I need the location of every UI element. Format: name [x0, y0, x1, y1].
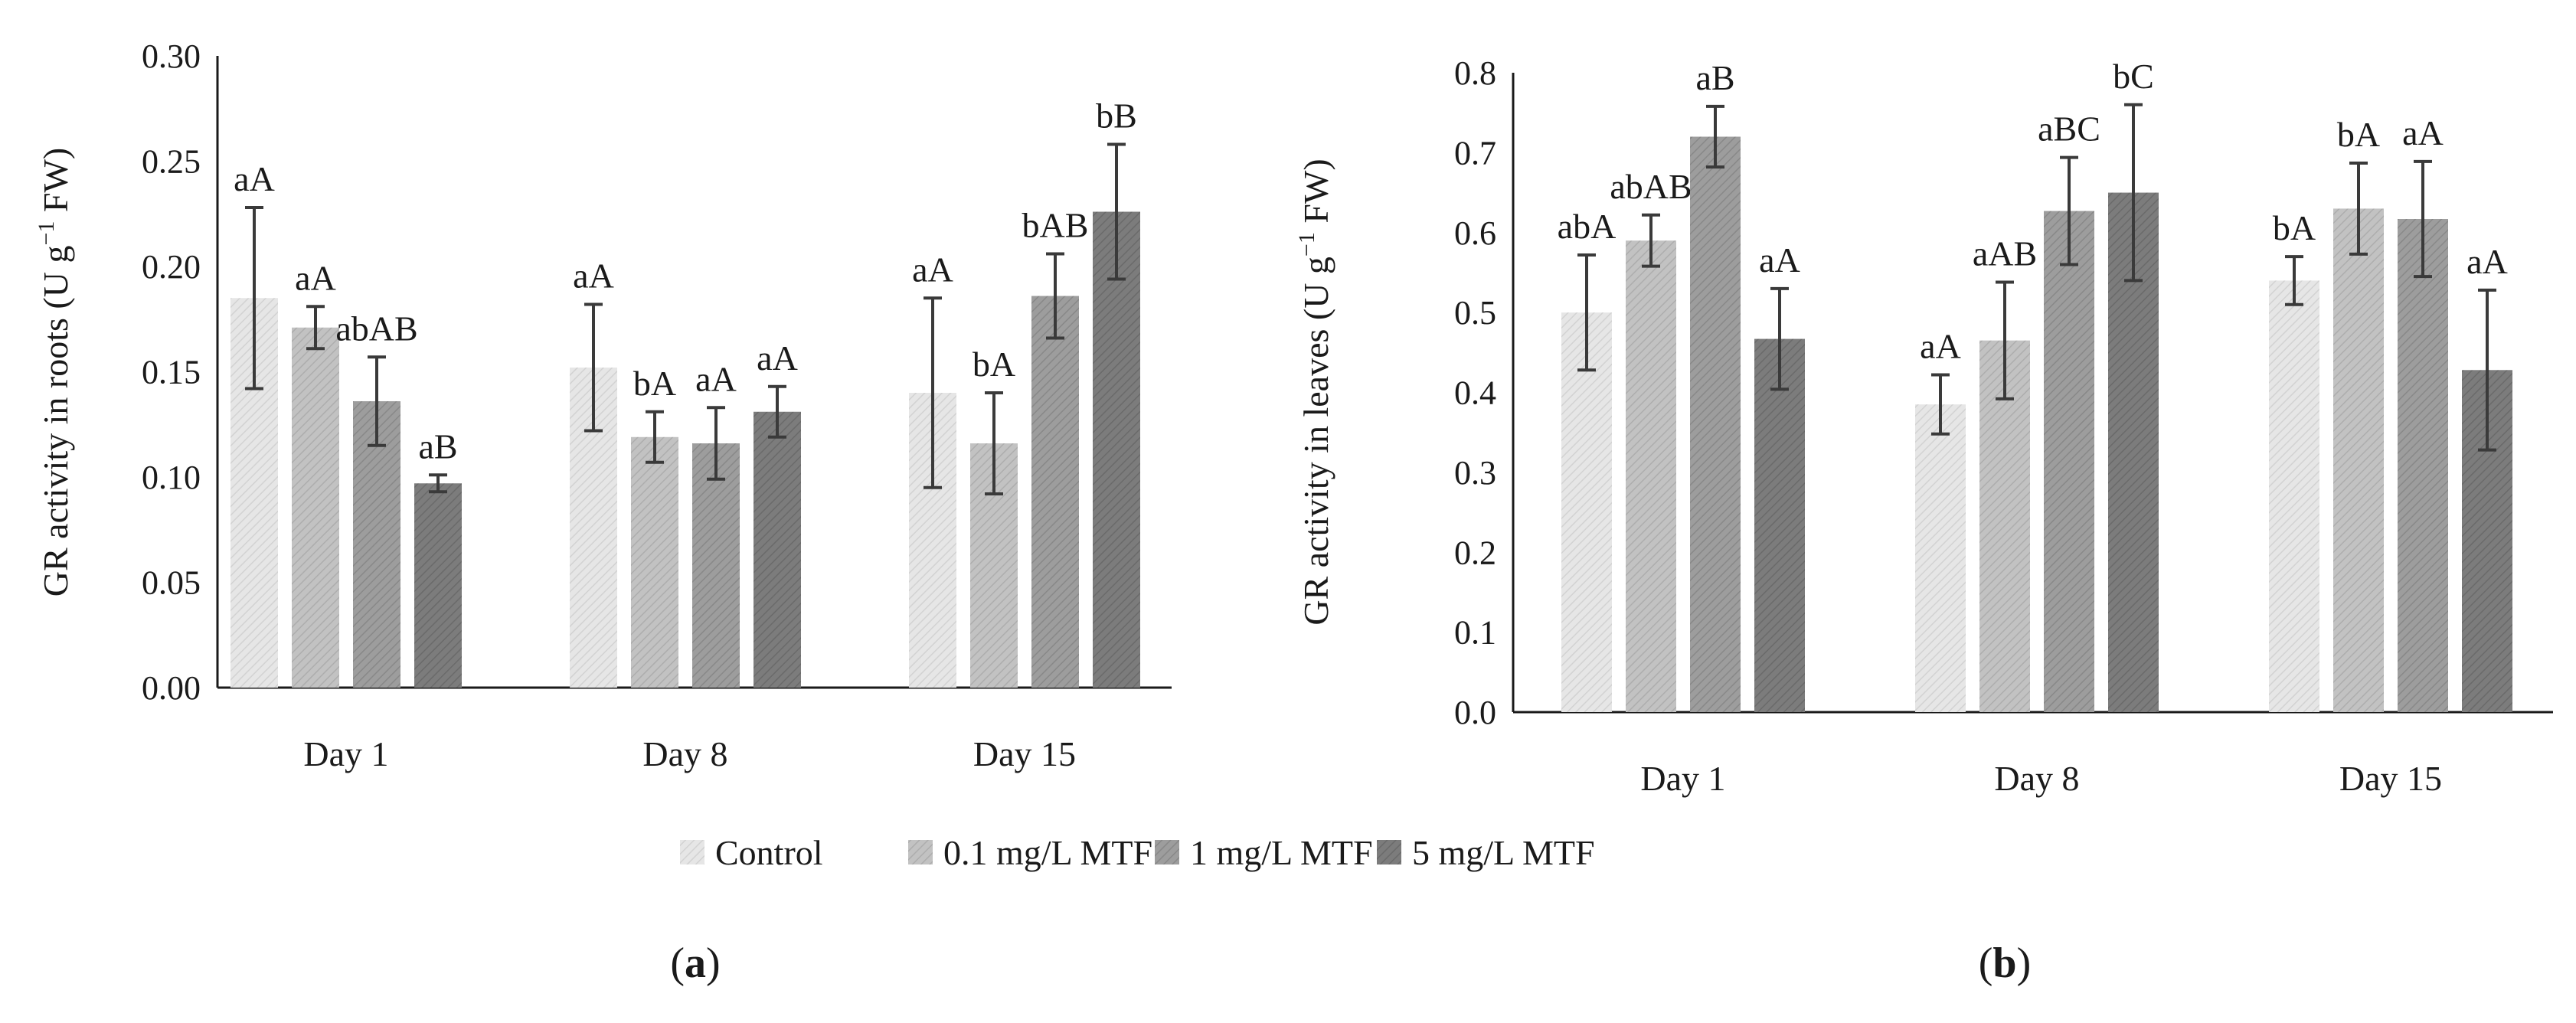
significance-label: aA: [912, 250, 953, 289]
x-category-label: Day 15: [2339, 759, 2442, 798]
y-tick-label: 0.8: [1454, 54, 1496, 92]
panel-label-a: (a): [670, 940, 720, 987]
bar-3-1: [1690, 136, 1741, 712]
y-tick-label: 0.0: [1454, 694, 1496, 731]
bar-4-1: [1754, 338, 1805, 712]
bar-2-2: [631, 436, 678, 688]
significance-label: aA: [1920, 327, 1961, 366]
bar-4-3: [1093, 211, 1140, 688]
significance-label: bA: [633, 364, 676, 403]
x-category-label: Day 8: [1994, 759, 2079, 798]
significance-label: abA: [1558, 207, 1617, 246]
significance-label: bB: [1096, 96, 1137, 136]
y-axis-title: GR activity in leaves (U g−1 FW): [1294, 159, 1335, 625]
significance-label: aB: [418, 427, 457, 466]
significance-label: aBC: [2038, 109, 2100, 149]
chart-roots: GR activity in roots (U g−1 FW) 0.00 0.05…: [34, 38, 1172, 987]
y-tick-label: 0.6: [1454, 214, 1496, 252]
chart-leaves: GR activity in leaves (U g−1 FW) 0.0 0.1 0…: [1294, 54, 2553, 987]
y-tick-label: 0.2: [1454, 534, 1496, 571]
y-tick-label: 0.1: [1454, 614, 1496, 652]
significance-label: aA: [573, 257, 614, 296]
significance-label: aA: [1759, 240, 1800, 279]
y-axis-title: GR activity in roots (U g−1 FW): [34, 148, 75, 596]
significance-label: aA: [695, 359, 737, 398]
bar-2-3: [2333, 208, 2384, 712]
legend-swatch-1: [680, 840, 704, 864]
panel-label-b: (b): [1979, 940, 2031, 987]
x-category-label: Day 1: [1640, 759, 1725, 798]
legend-swatch-4: [1377, 840, 1401, 864]
y-tick-label: 0.5: [1454, 294, 1496, 332]
significance-label: aAB: [1973, 234, 2037, 273]
significance-label: aA: [234, 159, 275, 198]
significance-label: aB: [1695, 58, 1734, 97]
legend-swatch-3: [1155, 840, 1179, 864]
significance-label: abAB: [335, 309, 417, 348]
bar-1-3: [2269, 280, 2319, 712]
significance-label: aA: [2402, 113, 2444, 152]
legend-label-3: 1 mg/L MTF: [1190, 833, 1373, 872]
significance-label: aA: [2466, 242, 2508, 281]
bar-4-1: [414, 483, 462, 688]
significance-label: bA: [973, 345, 1015, 384]
y-tick-label: 0.05: [142, 564, 201, 602]
significance-label: abAB: [1610, 167, 1692, 206]
significance-label: bAB: [1022, 206, 1089, 245]
bar-2-2: [1979, 340, 2030, 712]
y-tick-label: 0.25: [142, 143, 201, 181]
bar-3-2: [692, 443, 740, 688]
bar-2-1: [292, 327, 339, 688]
bar-3-1: [353, 401, 400, 688]
y-tick-label: 0.7: [1454, 134, 1496, 172]
bar-3-3: [2398, 219, 2448, 713]
bar-3-3: [1031, 296, 1079, 688]
bar-1-1: [1561, 312, 1612, 712]
legend-label-2: 0.1 mg/L MTF: [943, 833, 1152, 872]
x-category-label: Day 15: [973, 734, 1076, 773]
bar-3-2: [2044, 211, 2094, 713]
significance-label: bA: [2273, 208, 2316, 247]
y-tick-label: 0.00: [142, 669, 201, 707]
y-tick-label: 0.4: [1454, 374, 1496, 412]
legend: Control 0.1 mg/L MTF 1 mg/L MTF 5 mg/L MTF: [680, 833, 1595, 872]
y-tick-label: 0.3: [1454, 454, 1496, 492]
significance-label: bA: [2337, 115, 2380, 154]
legend-label-4: 5 mg/L MTF: [1412, 833, 1595, 872]
x-category-label: Day 8: [642, 734, 727, 773]
y-tick-label: 0.15: [142, 354, 201, 391]
bar-4-2: [754, 411, 801, 688]
legend-swatch-2: [908, 840, 933, 864]
significance-label: aA: [757, 338, 798, 377]
significance-label: bC: [2113, 57, 2154, 96]
y-tick-label: 0.30: [142, 38, 201, 75]
x-category-label: Day 1: [303, 734, 388, 773]
y-tick-label: 0.20: [142, 248, 201, 286]
bar-2-1: [1626, 240, 1676, 712]
legend-label-1: Control: [715, 833, 823, 872]
y-tick-label: 0.10: [142, 459, 201, 496]
significance-label: aA: [295, 258, 336, 297]
bar-1-2: [1915, 404, 1966, 712]
